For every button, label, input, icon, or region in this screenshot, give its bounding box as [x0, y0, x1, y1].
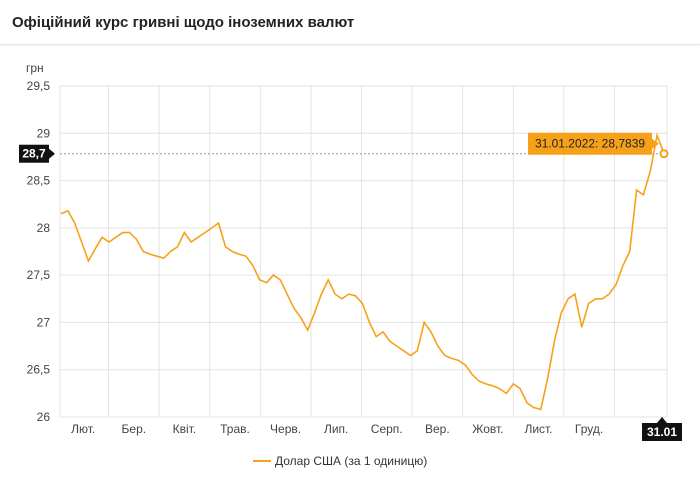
y-tick-label: 28,5	[27, 174, 51, 188]
y-tick-label: 29	[37, 126, 51, 140]
y-crosshair-badge: 28,7	[19, 144, 55, 163]
x-tick-label: Груд.	[575, 422, 603, 436]
x-tick-label: Бер.	[122, 422, 147, 436]
x-end-badge-bg	[642, 423, 682, 441]
x-tick-label: Серп.	[371, 422, 403, 436]
legend-label[interactable]: Долар США (за 1 одиницю)	[275, 454, 427, 468]
y-tick-label: 28	[37, 221, 51, 235]
y-tick-label: 27,5	[27, 268, 51, 282]
x-tick-label: Лист.	[524, 422, 552, 436]
x-tick-label: Черв.	[270, 422, 301, 436]
x-end-label: 31.01	[647, 425, 677, 439]
y-tick-label: 29,5	[27, 79, 51, 93]
tooltip-background	[528, 132, 652, 155]
y-tick-labels: 26 26,5 27 27,5 28 28,5 29 29,5	[27, 79, 51, 424]
y-tick-label: 27	[37, 315, 51, 329]
page-title: Офіційний курс гривні щодо іноземних вал…	[12, 13, 355, 31]
chart-header: Офіційний курс гривні щодо іноземних вал…	[0, 0, 700, 45]
x-end-badge-arrow	[657, 417, 667, 423]
y-crosshair-badge-bg	[19, 144, 49, 163]
chart-area: грн 26 26,5 27 27,5 28 28,5 29 29,5 Лют. Бер. Кві…	[0, 45, 700, 475]
x-tick-label: Трав.	[220, 422, 250, 436]
y-tick-label: 26	[37, 410, 51, 424]
y-grid	[60, 85, 667, 418]
y-crosshair-badge-arrow	[49, 148, 55, 159]
x-tick-label: Квіт.	[173, 422, 197, 436]
x-tick-label: Вер.	[425, 422, 450, 436]
tooltip-arrow	[652, 138, 659, 149]
x-tick-label: Лип.	[324, 422, 348, 436]
usd-series-line[interactable]	[60, 132, 665, 411]
last-data-point[interactable]	[659, 149, 669, 159]
x-tick-labels: Лют. Бер. Квіт. Трав. Черв. Лип. Серп. Вер. Жовт…	[71, 422, 603, 436]
x-tick-label: Лют.	[71, 422, 95, 436]
exchange-rate-chart: грн 26 26,5 27 27,5 28 28,5 29 29,5 Лют. Бер. Кві…	[19, 61, 682, 468]
legend[interactable]: Долар США (за 1 одиницю)	[253, 454, 427, 468]
tooltip: 31.01.2022: 28,7839	[528, 132, 659, 155]
y-tick-label: 26,5	[27, 363, 51, 377]
tooltip-text: 31.01.2022: 28,7839	[535, 137, 645, 151]
y-crosshair-label: 28,7	[22, 147, 46, 161]
y-axis-label: грн	[26, 61, 44, 75]
x-end-badge: 31.01	[642, 417, 682, 441]
x-tick-label: Жовт.	[472, 422, 503, 436]
